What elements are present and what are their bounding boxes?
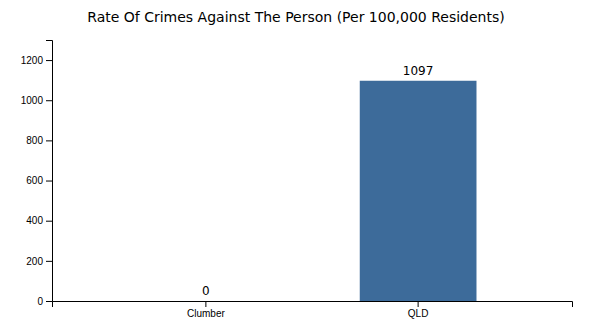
y-tick-label: 200 [26,256,43,267]
y-tick-mark [46,181,52,182]
y-tick-mark [46,261,52,262]
x-axis-line [53,302,573,308]
y-tick: 1000 [21,95,52,106]
x-tick: QLD [408,301,429,319]
x-tick-mark [205,301,206,307]
y-tick: 400 [26,215,52,226]
data-label: 1097 [403,64,434,78]
chart: 0 200 400 600 800 1000 1200 Clumber QLD 0 1097 Rate… [0,0,592,333]
y-tick-mark [46,140,52,141]
y-tick-label: 0 [37,296,43,307]
x-tick-mark [418,301,419,307]
bar [360,81,477,301]
y-tick-mark [46,60,52,61]
bars [360,81,477,301]
y-tick-label: 1200 [21,55,44,66]
bar [148,301,265,302]
data-label: 0 [202,284,210,298]
y-tick: 200 [26,256,52,267]
x-tick-label: QLD [408,308,429,319]
y-tick-mark [46,100,52,101]
data-labels: 0 1097 [202,64,433,298]
y-tick-label: 800 [26,135,43,146]
x-tick-label: Clumber [187,308,225,319]
y-tick: 800 [26,135,52,146]
y-tick: 0 [37,296,52,307]
y-axis-line [46,41,53,302]
y-tick: 1200 [21,55,52,66]
y-tick: 600 [26,175,52,186]
plot: 0 200 400 600 800 1000 1200 Clumber QLD 0 1097 [21,41,573,320]
y-tick-label: 600 [26,175,43,186]
x-axis: Clumber QLD [53,301,573,319]
title: Rate Of Crimes Against The Person (Per 1… [87,9,504,25]
y-tick-label: 1000 [21,95,44,106]
y-tick-mark [46,301,52,302]
x-tick: Clumber [187,301,225,319]
y-tick-mark [46,221,52,222]
y-axis: 0 200 400 600 800 1000 1200 [21,41,53,307]
y-tick-label: 400 [26,215,43,226]
